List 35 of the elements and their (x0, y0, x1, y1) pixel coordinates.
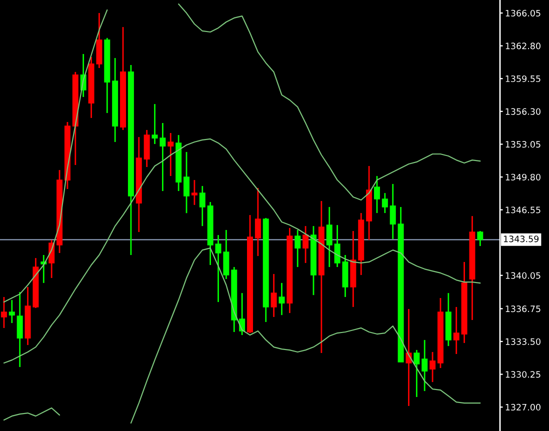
candlestick (0, 296, 7, 329)
y-tick-label: 1330.25 (506, 371, 540, 378)
line-series (3, 138, 481, 364)
candlestick (278, 282, 285, 316)
y-tick-label: 1340.05 (506, 272, 540, 279)
candlestick (422, 339, 428, 392)
ref-line-label: 1343.59 (504, 236, 539, 242)
candlestick (477, 230, 484, 247)
candlestick (191, 179, 198, 206)
candlestick (254, 187, 261, 257)
y-tick-label: 1336.75 (506, 306, 540, 312)
y-tick-label: 1327.00 (506, 404, 540, 411)
y-tick-label: 1349.80 (506, 174, 540, 180)
candlestick (382, 192, 388, 214)
candlestick (326, 206, 332, 268)
candlestick (414, 349, 420, 398)
candlestick (199, 185, 206, 227)
candlestick (453, 306, 460, 355)
candlestick (390, 183, 396, 240)
y-tick-label: 1346.55 (506, 206, 540, 214)
candlestick (374, 175, 380, 214)
y-tick-label: 1362.80 (506, 42, 540, 50)
candlestick (16, 291, 23, 368)
candlestick (8, 299, 15, 324)
candlestick (302, 225, 309, 264)
y-tick-label: 1359.55 (506, 75, 540, 82)
candlestick (430, 351, 436, 383)
candlestick (184, 151, 190, 214)
y-tick-label: 1333.50 (506, 338, 540, 345)
candlestick (270, 273, 277, 318)
candlestick (294, 229, 301, 268)
y-tick-label: 1353.05 (506, 141, 540, 148)
y-tick-label: 1366.05 (506, 10, 540, 16)
candlestick (168, 132, 174, 177)
y-tick-label: 1356.30 (506, 108, 540, 115)
